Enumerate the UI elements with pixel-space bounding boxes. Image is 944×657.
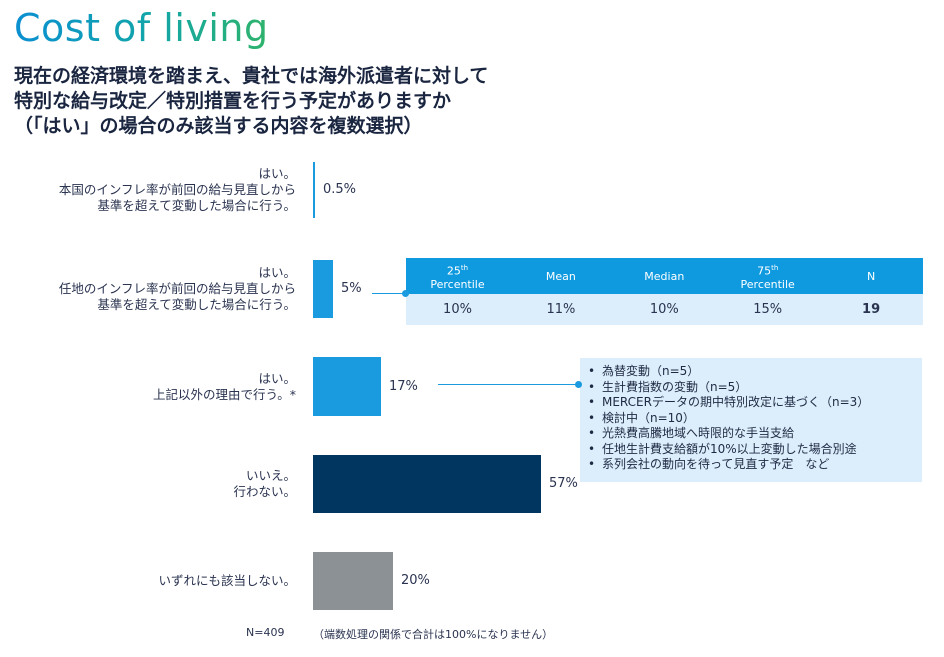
stats-value-cell: 11% <box>546 302 576 317</box>
bar <box>313 357 381 416</box>
bar <box>313 162 315 218</box>
stats-header-suffix: th <box>771 264 779 272</box>
bar-value-label: 20% <box>401 573 430 588</box>
category-label-line: 行わない。 <box>233 484 296 499</box>
reason-item: 為替変動（n=5） <box>588 364 922 380</box>
question-line: 現在の経済環境を踏まえ、貴社では海外派遣者に対して <box>14 65 489 87</box>
reasons-connector-dot <box>575 381 582 388</box>
category-label: いいえ。 行わない。 <box>6 468 296 500</box>
stats-header-suffix: th <box>460 264 469 272</box>
stats-header-text: Mean <box>545 270 576 283</box>
category-label-line: はい。 <box>258 370 296 386</box>
bar-value-label: 5% <box>341 281 362 296</box>
reason-item: 検討中（n=10） <box>588 411 922 427</box>
reason-item: 光熱費高騰地域へ時限的な手当支給 <box>588 426 922 442</box>
category-label: はい。 任地のインフレ率が前回の給与見直しから 基準を超えて変動した場合に行う。 <box>6 265 296 313</box>
bar-value-label: 57% <box>549 476 578 491</box>
bar <box>313 260 333 318</box>
stats-header-cell: Mean <box>509 270 612 283</box>
stats-header-text: Percentile <box>430 277 485 291</box>
question-line: （「はい」の場合のみ該当する内容を複数選択） <box>14 115 423 137</box>
category-label-line: 任地のインフレ率が前回の給与見直しから <box>58 281 296 296</box>
reason-item: MERCERデータの期中特別改定に基づく（n=3） <box>588 395 922 411</box>
stats-header-text: N <box>866 270 876 283</box>
stats-value-cell: 10% <box>649 302 679 317</box>
stats-table: 25th Percentile 10% Mean 11% Median 10% 75th Per… <box>406 258 923 325</box>
bar-value-label: 0.5% <box>323 182 357 197</box>
bar-value-label: 17% <box>389 378 418 394</box>
stats-header-text: Median <box>644 270 685 283</box>
bar <box>313 552 393 610</box>
reason-item: 任地生計費支給額が10%以上変動した場合別途 <box>588 442 922 458</box>
other-reasons-list: 為替変動（n=5）生計費指数の変動（n=5）MERCERデータの期中特別改定に基… <box>580 358 922 473</box>
question-line: 特別な給与改定／特別措置を行う予定がありますか <box>14 90 452 112</box>
category-label-line: 本国のインフレ率が前回の給与見直しから <box>58 182 296 197</box>
page-title: Cost of living <box>14 6 269 50</box>
category-label-line: はい。 <box>258 166 296 181</box>
sample-size: N=409 <box>246 626 285 639</box>
category-label-line: 基準を超えて変動した場合に行う。 <box>97 198 296 213</box>
category-label-line: いずれにも該当しない。 <box>158 573 296 588</box>
stats-value-cell: 19 <box>862 302 881 317</box>
stats-header-cell: Median <box>613 270 716 283</box>
category-label-line: 基準を超えて変動した場合に行う。 <box>97 297 296 312</box>
category-label-line: 上記以外の理由で行う。* <box>152 386 296 402</box>
category-label-line: はい。 <box>258 265 296 280</box>
stats-header-cell: 75th Percentile <box>716 262 819 291</box>
category-label: はい。 本国のインフレ率が前回の給与見直しから 基準を超えて変動した場合に行う。 <box>6 166 296 214</box>
category-label-line: いいえ。 <box>245 468 296 483</box>
reason-item: 生計費指数の変動（n=5） <box>588 380 922 396</box>
category-label: はい。 上記以外の理由で行う。* <box>6 371 296 403</box>
stats-connector-dot <box>402 290 409 297</box>
stats-header-text: Percentile <box>740 277 795 291</box>
category-label: いずれにも該当しない。 <box>6 573 296 589</box>
stats-connector-line <box>372 293 408 294</box>
bar <box>313 455 541 513</box>
reason-item: 系列会社の動向を待って見直す予定 など <box>588 457 922 473</box>
stats-header-text: 75th <box>757 264 779 278</box>
stats-value-cell: 15% <box>753 302 783 317</box>
stats-table-header <box>406 258 923 294</box>
question-text: 現在の経済環境を踏まえ、貴社では海外派遣者に対して 特別な給与改定／特別措置を行… <box>14 64 614 139</box>
stats-header-text: 25th <box>446 264 469 278</box>
rounding-note: （端数処理の関係で合計は100%になりません） <box>313 628 554 641</box>
reasons-connector-line <box>438 384 580 385</box>
other-reasons-panel: 為替変動（n=5）生計費指数の変動（n=5）MERCERデータの期中特別改定に基… <box>580 358 922 482</box>
stats-header-cell: 25th Percentile <box>406 262 509 291</box>
stats-value-cell: 10% <box>443 302 472 317</box>
stats-header-cell: N <box>820 270 923 283</box>
